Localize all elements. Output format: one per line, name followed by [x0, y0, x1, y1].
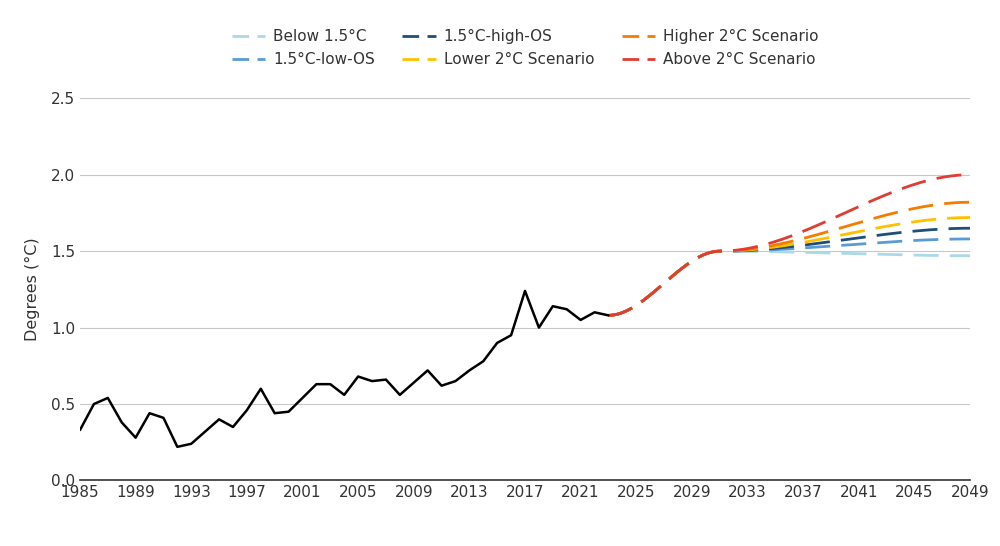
Legend: Below 1.5°C, 1.5°C-low-OS, 1.5°C-high-OS, Lower 2°C Scenario, Higher 2°C Scenari: Below 1.5°C, 1.5°C-low-OS, 1.5°C-high-OS… — [232, 29, 818, 67]
Y-axis label: Degrees (°C): Degrees (°C) — [25, 238, 40, 341]
